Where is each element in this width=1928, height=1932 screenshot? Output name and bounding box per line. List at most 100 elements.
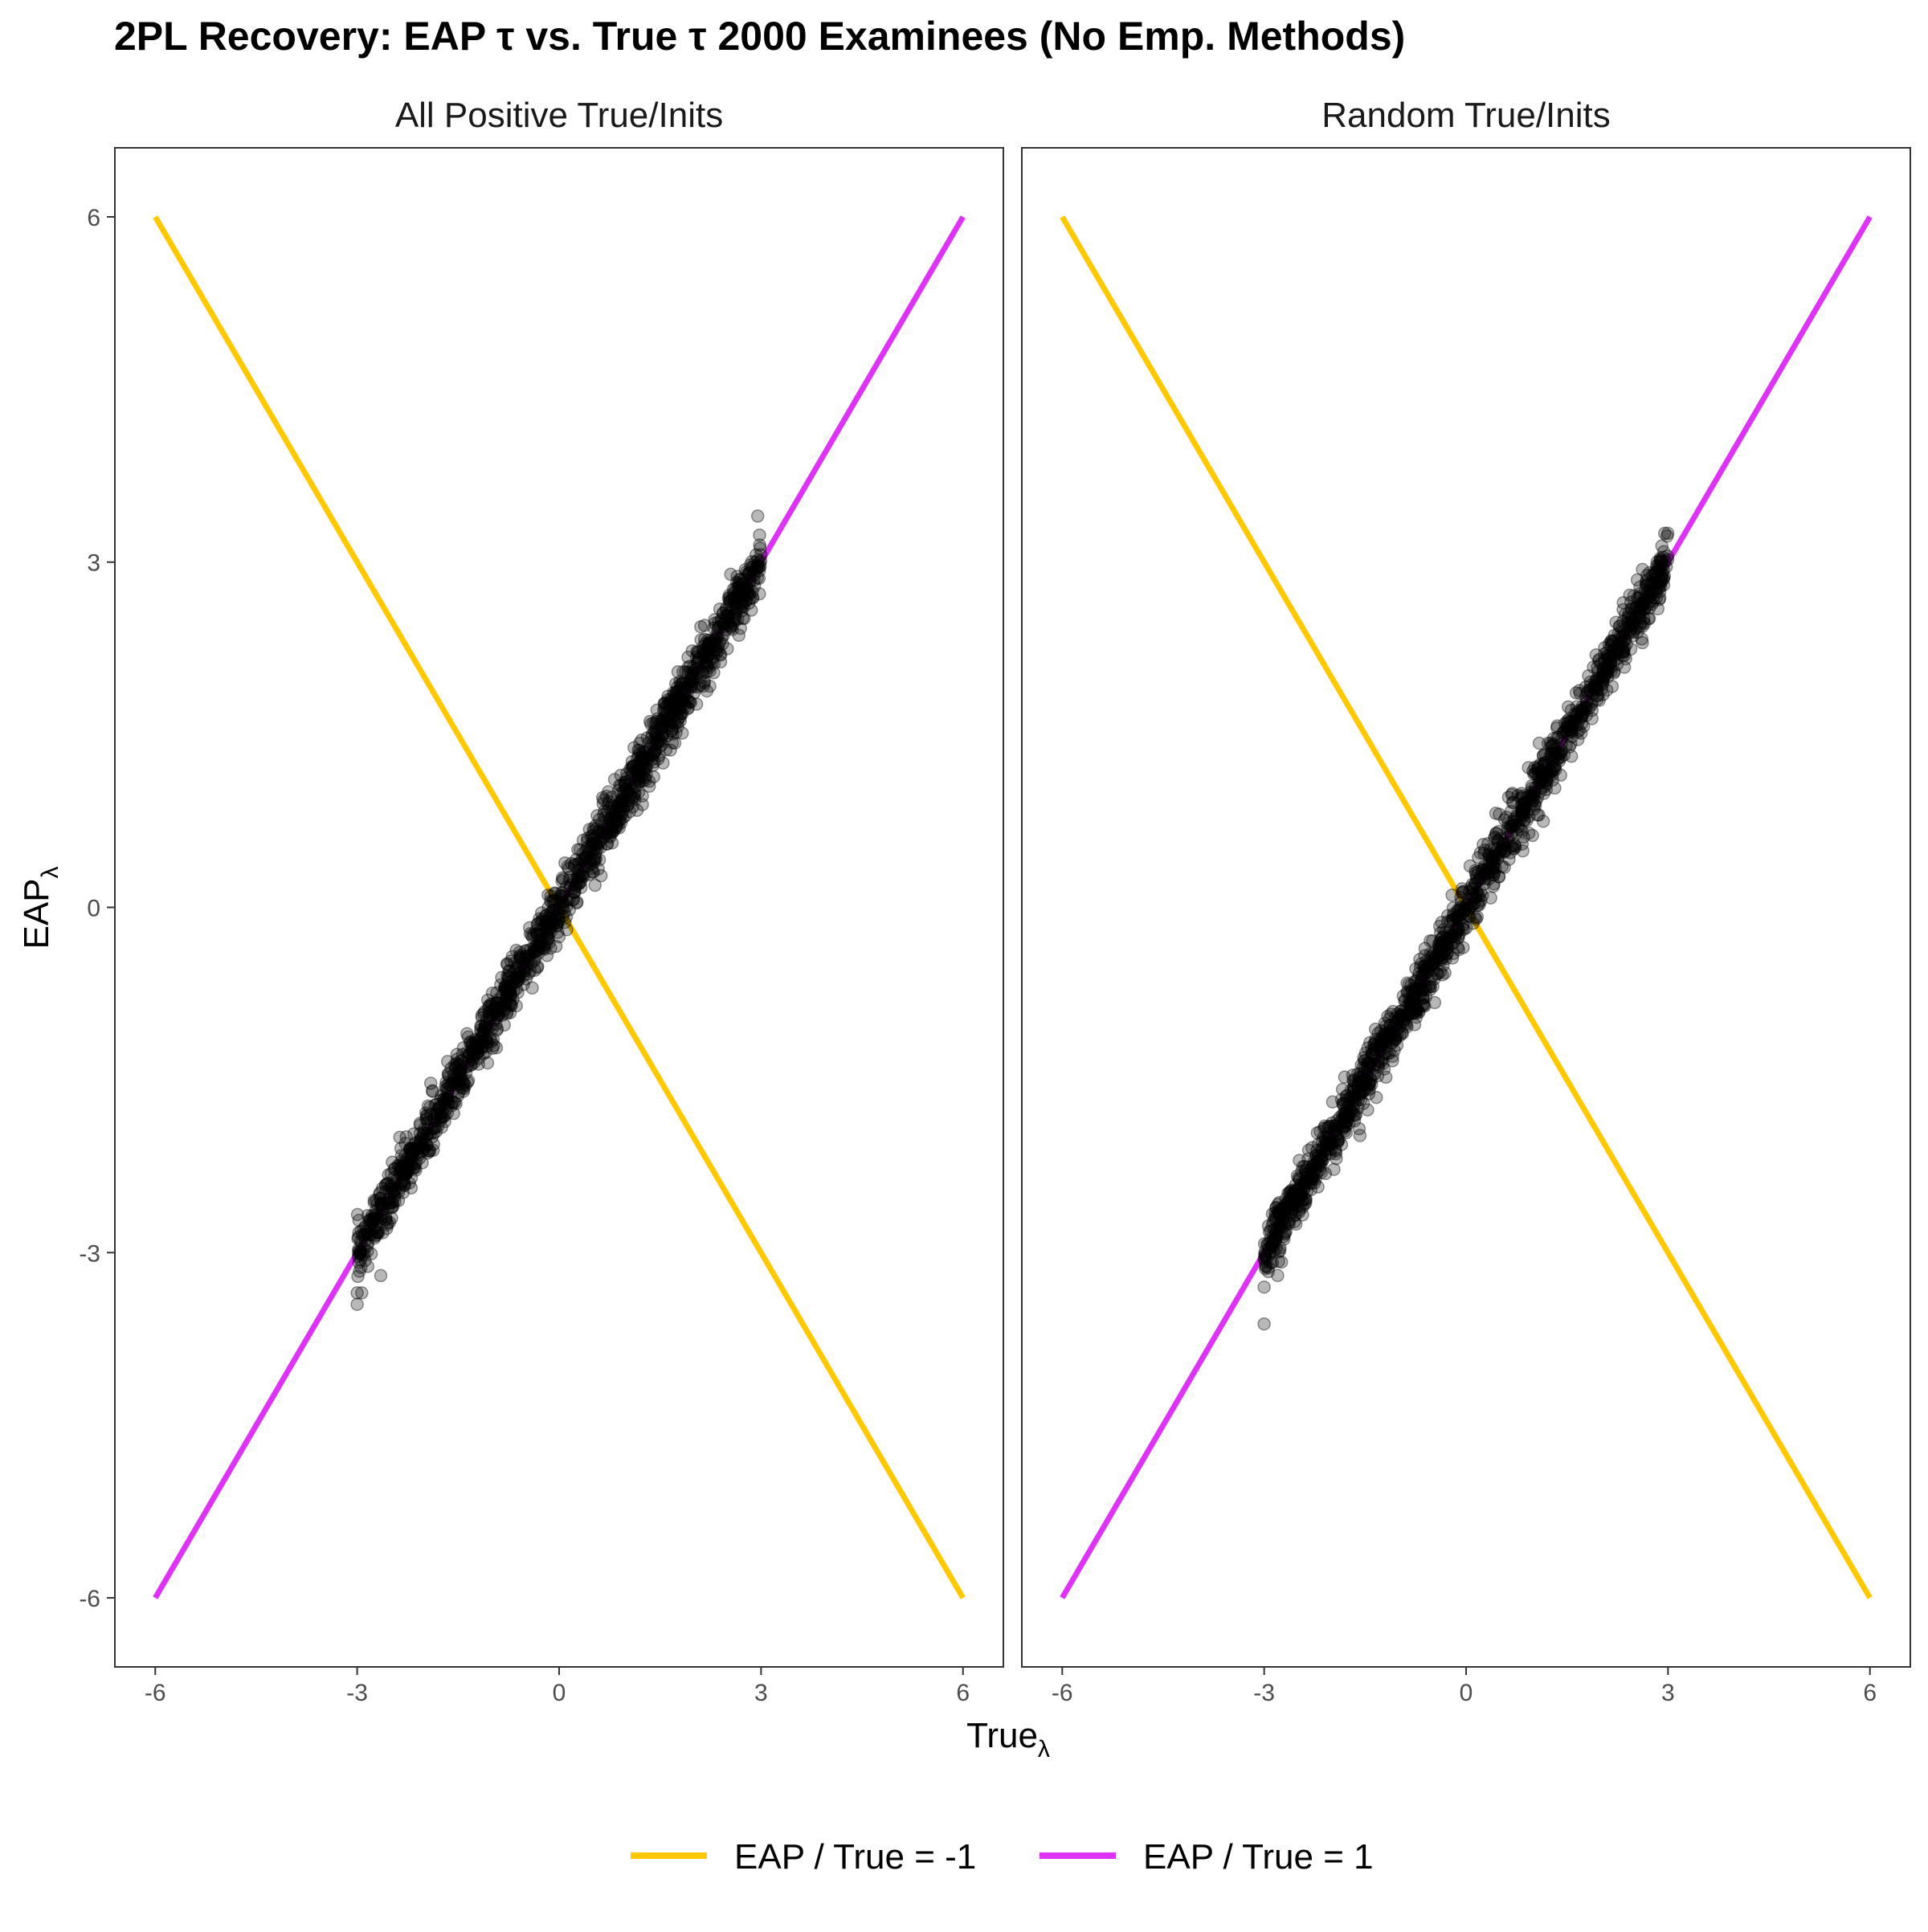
scatter-point (400, 1163, 415, 1177)
scatter-point (633, 764, 647, 778)
scatter-point (660, 714, 675, 729)
scatter-point (511, 974, 525, 987)
scatter-point (629, 763, 643, 778)
scatter-point (399, 1129, 413, 1144)
scatter-point (611, 804, 626, 819)
scatter-point (741, 566, 755, 581)
scatter-point (558, 905, 571, 919)
scatter-point (445, 1084, 460, 1098)
scatter-point (724, 619, 737, 633)
scatter-point (466, 1037, 480, 1051)
scatter-point (630, 757, 644, 770)
scatter-point (606, 818, 620, 831)
scatter-point (1469, 889, 1483, 904)
scatter-point (352, 1242, 366, 1256)
scatter-point (506, 992, 520, 1007)
scatter-point (354, 1224, 368, 1238)
scatter-point (457, 1082, 471, 1096)
scatter-point (734, 598, 748, 611)
scatter-point (365, 1215, 379, 1229)
scatter-point (717, 617, 730, 631)
scatter-point (529, 926, 544, 941)
scatter-point (696, 666, 710, 680)
scatter-point (460, 1027, 474, 1040)
scatter-point (547, 917, 562, 931)
scatter-point (591, 862, 605, 876)
scatter-point (468, 1047, 482, 1061)
scatter-point (480, 993, 495, 1007)
scatter-point (719, 609, 733, 623)
scatter-point (519, 950, 533, 963)
scatter-point (472, 1035, 486, 1048)
scatter-point (615, 794, 628, 809)
scatter-point (1415, 991, 1430, 1005)
scatter-point (1510, 814, 1524, 827)
scatter-point (353, 1253, 368, 1267)
scatter-point (384, 1182, 398, 1195)
scatter-point (406, 1147, 419, 1162)
scatter-point (488, 1005, 503, 1019)
scatter-point (501, 975, 515, 990)
scatter-point (431, 1101, 446, 1116)
scatter-point (578, 852, 591, 866)
scatter-point (421, 1115, 435, 1129)
scatter-point (623, 790, 638, 805)
scatter-point (644, 749, 658, 762)
scatter-point (482, 1006, 496, 1019)
scatter-point (549, 939, 563, 954)
scatter-point (534, 924, 548, 937)
scatter-point (519, 950, 533, 964)
panel-right (1021, 147, 1911, 1668)
scatter-point (733, 572, 746, 586)
scatter-point (671, 665, 685, 679)
scatter-point (673, 710, 687, 724)
scatter-point (652, 749, 666, 762)
scatter-point (1651, 602, 1665, 616)
scatter-point (489, 996, 504, 1010)
scatter-point (586, 865, 599, 879)
scatter-point (435, 1105, 449, 1119)
x-tick-label: 0 (1460, 1680, 1473, 1706)
scatter-point (637, 762, 652, 776)
scatter-point (622, 793, 636, 807)
scatter-point (681, 677, 696, 692)
scatter-point (667, 715, 680, 729)
scatter-point (664, 692, 677, 707)
scatter-point (639, 745, 653, 760)
scatter-point (394, 1176, 408, 1191)
scatter-point (464, 1035, 477, 1049)
scatter-point (605, 790, 619, 804)
scatter-point (676, 664, 690, 679)
scatter-point (656, 756, 670, 770)
x-tick-label: -6 (1052, 1680, 1073, 1706)
scatter-point (1263, 1236, 1276, 1250)
scatter-point (728, 591, 741, 606)
scatter-point-outlier (525, 981, 539, 995)
scatter-point (374, 1191, 387, 1206)
scatter-point (497, 1018, 511, 1032)
scatter-point (440, 1106, 455, 1120)
scatter-point (627, 759, 640, 773)
scatter-point (730, 570, 744, 583)
scatter-point (736, 611, 750, 625)
scatter-point (1340, 1093, 1354, 1107)
scatter-point (717, 619, 731, 633)
scatter-point (370, 1224, 384, 1239)
scatter-point (469, 1035, 483, 1048)
scatter-point (716, 607, 730, 620)
scatter-point (711, 629, 725, 643)
scatter-point (734, 584, 748, 598)
scatter-point (705, 636, 719, 651)
scatter-point (635, 750, 649, 764)
scatter-point (1388, 1011, 1403, 1025)
scatter-point (386, 1195, 399, 1210)
scatter-point (631, 749, 645, 762)
scatter-point (669, 685, 683, 699)
scatter-point (600, 836, 615, 851)
scatter-point (690, 655, 705, 669)
scatter-point (508, 973, 521, 987)
scatter-point (1486, 853, 1500, 868)
scatter-point (533, 935, 547, 949)
scatter-point (1363, 1035, 1377, 1050)
scatter-point (449, 1060, 463, 1075)
